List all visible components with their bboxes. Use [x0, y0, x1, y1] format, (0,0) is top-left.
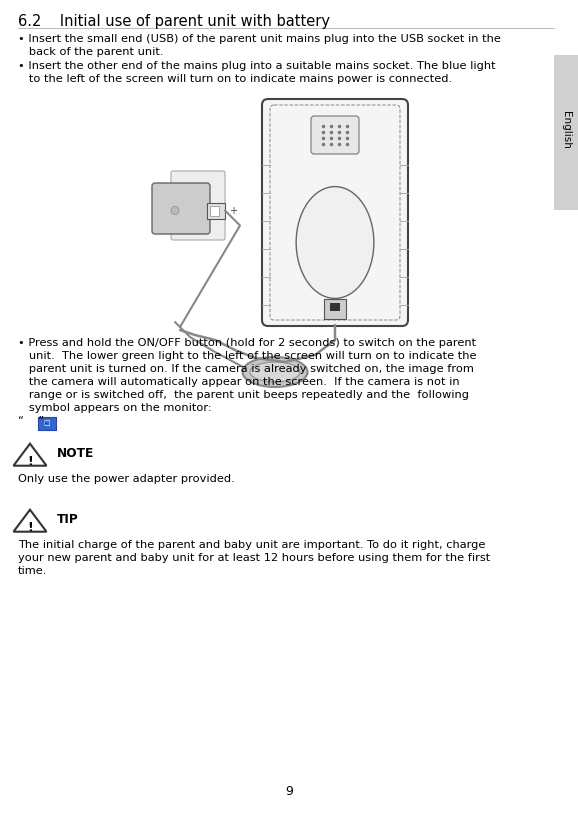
- FancyBboxPatch shape: [324, 299, 346, 319]
- Text: to the left of the screen will turn on to indicate mains power is connected.: to the left of the screen will turn on t…: [18, 74, 452, 84]
- Text: range or is switched off,  the parent unit beeps repeatedly and the  following: range or is switched off, the parent uni…: [18, 390, 469, 400]
- Bar: [210, 206, 219, 215]
- Text: !: !: [27, 520, 33, 533]
- Text: The initial charge of the parent and baby unit are important. To do it right, ch: The initial charge of the parent and bab…: [18, 540, 486, 550]
- Text: symbol appears on the monitor:: symbol appears on the monitor:: [18, 403, 212, 413]
- Bar: [554, 55, 578, 210]
- Text: “    ”.: “ ”.: [18, 416, 48, 426]
- Text: 9: 9: [285, 785, 293, 798]
- Text: !: !: [27, 454, 33, 467]
- FancyBboxPatch shape: [311, 116, 359, 154]
- Bar: [207, 202, 225, 219]
- Text: the camera will automatically appear on the screen.  If the camera is not in: the camera will automatically appear on …: [18, 377, 460, 387]
- Ellipse shape: [296, 187, 374, 298]
- Text: TIP: TIP: [57, 513, 79, 526]
- Text: Only use the power adapter provided.: Only use the power adapter provided.: [18, 474, 235, 484]
- Text: • Insert the other end of the mains plug into a suitable mains socket. The blue : • Insert the other end of the mains plug…: [18, 61, 495, 71]
- Text: back of the parent unit.: back of the parent unit.: [18, 47, 164, 57]
- Bar: [330, 303, 340, 311]
- Text: • Press and hold the ON/OFF button (hold for 2 seconds) to switch on the parent: • Press and hold the ON/OFF button (hold…: [18, 338, 476, 348]
- Ellipse shape: [243, 357, 307, 387]
- Ellipse shape: [171, 207, 179, 215]
- Polygon shape: [13, 444, 46, 466]
- Text: □: □: [44, 420, 50, 427]
- Text: NOTE: NOTE: [57, 447, 94, 460]
- Text: your new parent and baby unit for at least 12 hours before using them for the fi: your new parent and baby unit for at lea…: [18, 553, 490, 563]
- FancyBboxPatch shape: [171, 171, 225, 240]
- Ellipse shape: [250, 362, 300, 382]
- Text: +: +: [229, 206, 237, 215]
- Text: • Insert the small end (USB) of the parent unit mains plug into the USB socket i: • Insert the small end (USB) of the pare…: [18, 34, 501, 44]
- Text: 6.2    Initial use of parent unit with battery: 6.2 Initial use of parent unit with batt…: [18, 14, 330, 29]
- Text: English: English: [561, 111, 571, 149]
- FancyBboxPatch shape: [38, 417, 56, 430]
- Text: time.: time.: [18, 566, 47, 576]
- FancyBboxPatch shape: [152, 183, 210, 234]
- Text: parent unit is turned on. If the camera is already switched on, the image from: parent unit is turned on. If the camera …: [18, 364, 474, 374]
- Text: unit.  The lower green light to the left of the screen will turn on to indicate : unit. The lower green light to the left …: [18, 351, 476, 361]
- FancyBboxPatch shape: [262, 99, 408, 326]
- Polygon shape: [13, 510, 46, 532]
